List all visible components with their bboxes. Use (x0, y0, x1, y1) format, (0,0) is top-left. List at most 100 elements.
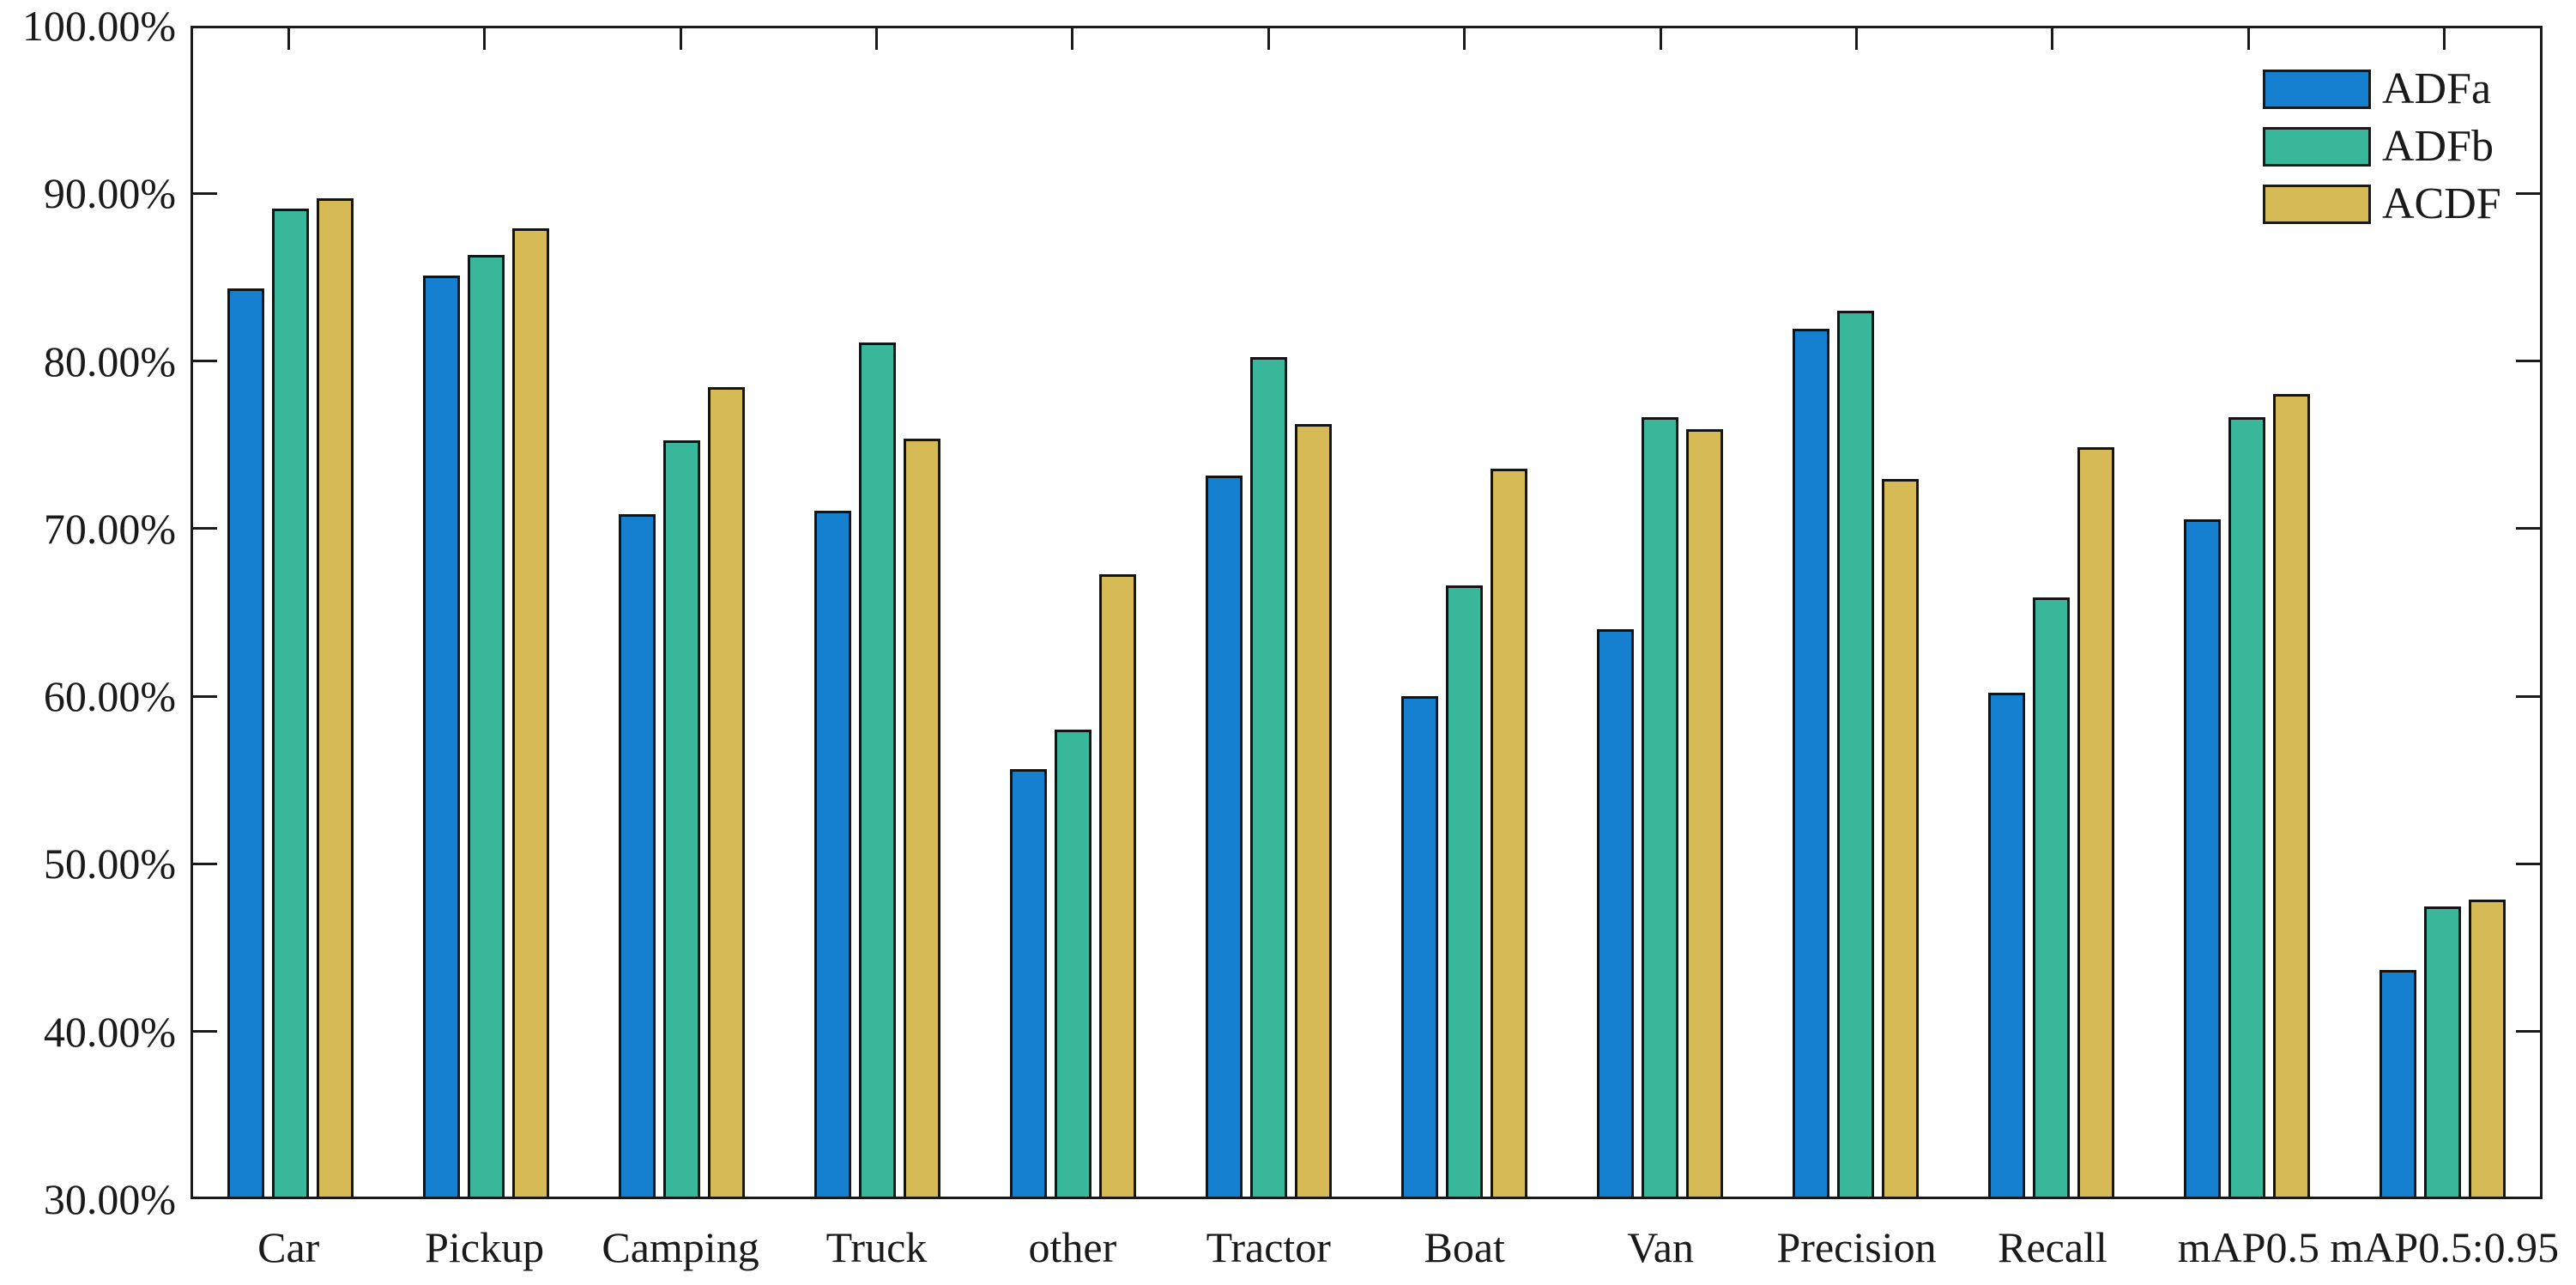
legend-swatch-adfa (2263, 70, 2371, 109)
x-axis-category-label: Recall (1998, 1223, 2107, 1271)
bar-group-other (976, 28, 1171, 1197)
axis-tick (679, 28, 682, 50)
bar-adfb-car (272, 208, 310, 1197)
axis-tick (193, 862, 217, 865)
legend: ADFa ADFb ACDF (2263, 67, 2501, 227)
bar-group-map0-5-0-95 (2344, 28, 2540, 1197)
y-axis-tick-label: 90.00% (43, 169, 176, 218)
legend-entry-acdf: ACDF (2263, 182, 2501, 227)
bar-adfb-map0-5 (2228, 417, 2265, 1197)
bar-acdf-tractor (1295, 423, 1333, 1197)
bar-group-pickup (389, 28, 584, 1197)
bar-group-tractor (1171, 28, 1367, 1197)
bar-adfb-recall (2032, 597, 2070, 1197)
axis-tick (193, 360, 217, 363)
bar-acdf-map0-5-0-95 (2468, 899, 2506, 1197)
x-axis-category-label: Pickup (425, 1223, 545, 1271)
bar-acdf-boat (1490, 469, 1527, 1197)
legend-label-adfa: ADFa (2382, 64, 2492, 113)
x-axis-category-label: other (1028, 1223, 1117, 1271)
axis-tick (2246, 28, 2250, 50)
x-axis-category-label: Tractor (1206, 1223, 1331, 1271)
bar-acdf-recall (2077, 447, 2114, 1197)
axis-tick (483, 28, 487, 50)
bar-group-truck (780, 28, 976, 1197)
legend-entry-adfb: ADFb (2263, 124, 2501, 169)
bar-group-camping (584, 28, 780, 1197)
y-axis-tick-label: 40.00% (43, 1007, 176, 1056)
bar-acdf-truck (904, 439, 941, 1197)
bar-adfa-map0-5-0-95 (2379, 969, 2416, 1197)
x-axis-category-label: Car (257, 1223, 320, 1271)
bar-acdf-van (1685, 428, 1723, 1197)
legend-swatch-adfb (2263, 127, 2371, 167)
axis-tick (1071, 28, 1074, 50)
y-axis-tick-label: 60.00% (43, 672, 176, 721)
legend-swatch-acdf (2263, 185, 2371, 224)
y-axis-tick-label: 80.00% (43, 336, 176, 385)
bar-adfb-truck (859, 342, 897, 1197)
x-axis-category-label: mAP0.5 (2177, 1223, 2320, 1271)
axis-tick (2516, 527, 2540, 530)
axis-tick (193, 1030, 217, 1033)
bar-acdf-map0-5 (2272, 393, 2310, 1197)
bar-adfa-camping (619, 513, 656, 1197)
bar-adfa-recall (1987, 692, 2025, 1197)
bar-adfb-other (1055, 729, 1092, 1197)
bar-group-boat (1367, 28, 1563, 1197)
axis-tick (1463, 28, 1466, 50)
bar-acdf-pickup (512, 228, 550, 1197)
axis-tick (193, 191, 217, 195)
bar-adfb-boat (1445, 585, 1483, 1197)
axis-tick (193, 527, 217, 530)
legend-label-adfb: ADFb (2382, 122, 2494, 171)
axis-tick (2051, 28, 2054, 50)
bar-acdf-precision (1881, 478, 1919, 1197)
bar-adfb-van (1641, 417, 1678, 1197)
bar-adfa-boat (1400, 695, 1438, 1197)
x-axis-category-label: Truck (825, 1223, 928, 1271)
plot-area (190, 26, 2543, 1199)
bar-adfb-precision (1836, 310, 1874, 1197)
y-axis-tick-label: 70.00% (43, 504, 176, 553)
bar-acdf-camping (708, 387, 746, 1197)
x-axis-category-label: Boat (1424, 1223, 1505, 1271)
axis-tick (2516, 862, 2540, 865)
bar-adfa-map0-5 (2183, 518, 2221, 1197)
axis-tick (2443, 28, 2446, 50)
bar-group-recall (1953, 28, 2149, 1197)
axis-tick (2516, 694, 2540, 698)
bar-adfb-map0-5-0-95 (2423, 906, 2461, 1197)
bar-group-car (193, 28, 389, 1197)
bar-adfb-pickup (468, 255, 505, 1197)
bar-group-map0-5 (2149, 28, 2344, 1197)
bar-adfa-other (1010, 769, 1048, 1197)
axis-tick (1659, 28, 1662, 50)
bar-adfa-precision (1792, 328, 1829, 1197)
axis-tick (2516, 191, 2540, 195)
legend-entry-adfa: ADFa (2263, 67, 2501, 112)
bar-adfb-camping (663, 440, 701, 1197)
bar-acdf-car (317, 198, 354, 1197)
bar-adfb-tractor (1250, 357, 1288, 1197)
axis-tick (1267, 28, 1270, 50)
bar-group-precision (1757, 28, 1953, 1197)
bar-group-van (1562, 28, 1757, 1197)
legend-label-acdf: ACDF (2382, 179, 2501, 228)
axis-tick (874, 28, 878, 50)
axis-tick (1855, 28, 1859, 50)
bar-adfa-van (1596, 628, 1634, 1197)
x-axis-category-label: mAP0.5:0.95 (2330, 1223, 2560, 1271)
axis-tick (287, 28, 290, 50)
x-axis-category-label: Camping (602, 1223, 759, 1271)
x-axis-category-label: Precision (1776, 1223, 1937, 1271)
axis-tick (2516, 360, 2540, 363)
y-axis-tick-label: 50.00% (43, 839, 176, 888)
bar-adfa-truck (814, 510, 852, 1197)
bar-adfa-car (227, 288, 265, 1197)
bar-adfa-pickup (423, 275, 461, 1197)
axis-tick (2516, 1030, 2540, 1033)
axis-tick (193, 694, 217, 698)
bar-acdf-other (1099, 573, 1137, 1197)
